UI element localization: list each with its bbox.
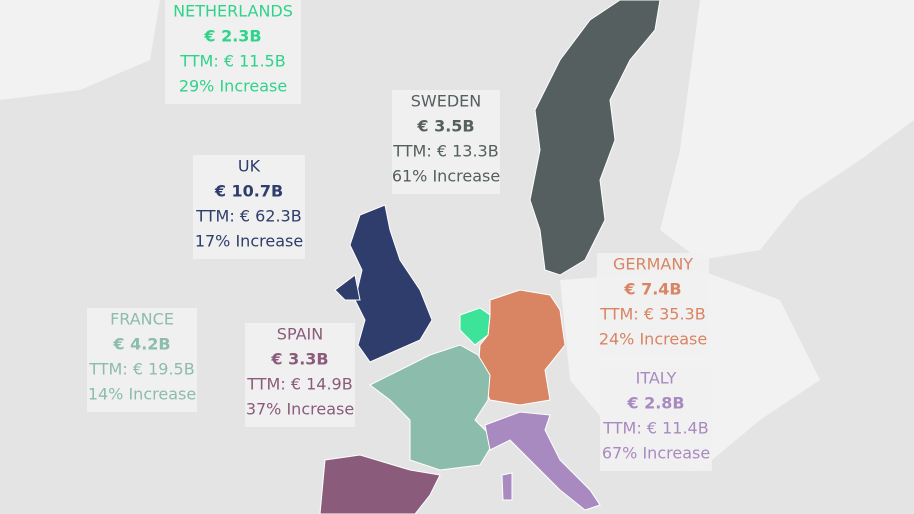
label-value: € 3.3B [270, 350, 328, 369]
label-ttm: TTM: € 62.3B [195, 207, 301, 226]
ireland [334, 274, 361, 301]
label-name: GERMANY [613, 255, 693, 274]
label-name: SPAIN [277, 325, 323, 344]
label-ttm: TTM: € 11.4B [602, 419, 708, 438]
country-label: SPAIN € 3.3B TTM: € 14.9B 37% Increase [245, 323, 355, 427]
label-value: € 4.2B [112, 335, 170, 354]
label-increase: 67% Increase [602, 444, 710, 463]
country-label: FRANCE € 4.2B TTM: € 19.5B 14% Increase [87, 308, 197, 412]
label-name: ITALY [636, 369, 677, 388]
label-increase: 24% Increase [599, 330, 707, 349]
france [369, 344, 496, 471]
sweden [529, 0, 661, 276]
label-increase: 61% Increase [392, 167, 500, 186]
label-name: UK [238, 157, 261, 176]
label-increase: 29% Increase [179, 77, 287, 96]
label-name: FRANCE [110, 310, 174, 329]
label-box [165, 0, 301, 104]
country-label: UK € 10.7B TTM: € 62.3B 17% Increase [193, 155, 305, 259]
netherlands [459, 307, 491, 346]
label-box [600, 367, 712, 471]
label-value: € 3.5B [416, 117, 474, 136]
italy [484, 411, 601, 511]
country-label: ITALY € 2.8B TTM: € 11.4B 67% Increase [600, 367, 712, 471]
countries [319, 0, 661, 514]
label-box [245, 323, 355, 427]
uk [349, 204, 433, 363]
label-name: NETHERLANDS [173, 2, 293, 21]
label-value: € 7.4B [623, 280, 681, 299]
label-increase: 37% Increase [246, 400, 354, 419]
label-ttm: TTM: € 11.5B [179, 52, 285, 71]
spain [319, 454, 441, 514]
label-name: SWEDEN [411, 92, 481, 111]
label-ttm: TTM: € 19.5B [88, 360, 194, 379]
germany [477, 289, 566, 406]
label-value: € 2.3B [203, 27, 261, 46]
country-label: SWEDEN € 3.5B TTM: € 13.3B 61% Increase [392, 90, 500, 194]
labels: NETHERLANDS € 2.3B TTM: € 11.5B 29% Increas… [87, 0, 712, 471]
label-value: € 10.7B [214, 182, 283, 201]
label-ttm: TTM: € 13.3B [392, 142, 498, 161]
label-ttm: TTM: € 14.9B [246, 375, 352, 394]
label-box [193, 155, 305, 259]
label-box [392, 90, 500, 194]
label-increase: 17% Increase [195, 232, 303, 251]
country-label: GERMANY € 7.4B TTM: € 35.3B 24% Increase [597, 253, 709, 357]
label-value: € 2.8B [626, 394, 684, 413]
label-box [87, 308, 197, 412]
country-label: NETHERLANDS € 2.3B TTM: € 11.5B 29% Increas… [165, 0, 301, 104]
label-increase: 14% Increase [88, 385, 196, 404]
sardinia [501, 472, 513, 501]
label-box [597, 253, 709, 357]
label-ttm: TTM: € 35.3B [599, 305, 705, 324]
